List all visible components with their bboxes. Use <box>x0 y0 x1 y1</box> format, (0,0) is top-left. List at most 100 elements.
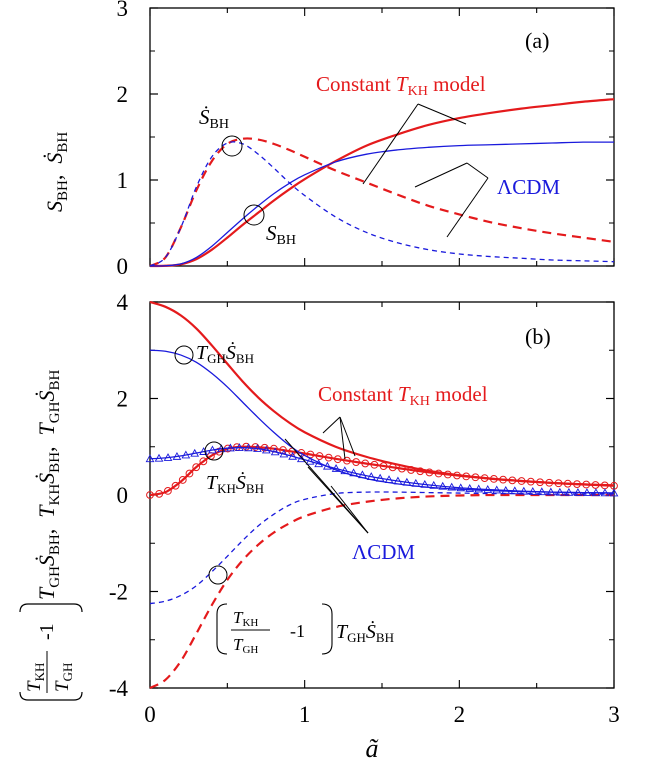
panel-a-constant-legend: Constant TKH model <box>316 72 486 99</box>
series-marker-b-4 <box>429 480 439 489</box>
series-line-a-3 <box>149 141 615 267</box>
series-marker-b-1 <box>315 452 324 460</box>
series-line-a-2 <box>149 141 615 267</box>
x-tick-label: 2 <box>454 702 466 727</box>
series-marker-b-1 <box>407 466 415 474</box>
series-marker-b-4 <box>501 485 511 494</box>
series-marker-b-4 <box>253 444 262 452</box>
series-marker-b-1 <box>146 491 154 499</box>
series-marker-b-4 <box>528 487 538 495</box>
series-marker-b-1 <box>434 469 443 478</box>
panel-b-y-axis-label: TKH TGH -1 TGHṠBH, TKHṠBH, TGHṠBH <box>19 370 83 701</box>
series-marker-b-4 <box>217 444 226 453</box>
series-line-a-1 <box>149 137 615 268</box>
series-marker-b-1 <box>164 487 172 495</box>
panel-b-diff-marker-circle <box>208 565 228 585</box>
x-tick-label: 3 <box>608 702 620 727</box>
series-marker-b-1 <box>388 463 397 472</box>
series-marker-b-4 <box>181 450 191 459</box>
series-marker-b-1 <box>536 478 544 487</box>
series-marker-b-4 <box>279 449 289 458</box>
panel-b-tgh-marker-circle <box>174 345 194 365</box>
series-marker-b-1 <box>343 456 351 465</box>
series-marker-b-1 <box>526 477 535 486</box>
panel-a-ticks: 0 1 2 3 <box>117 0 615 279</box>
svg-text:TGH: TGH <box>233 635 258 656</box>
series-marker-b-1 <box>260 443 269 452</box>
series-marker-b-1 <box>480 474 489 483</box>
series-marker-b-4 <box>288 451 297 460</box>
panel-a-s-marker-circle <box>243 204 265 226</box>
series-marker-b-4 <box>465 483 475 492</box>
x-tick-labels: 0 1 2 3 <box>144 702 620 727</box>
panel-a-y-axis-label: SBH, ṠBH <box>42 132 71 212</box>
panel-b-y-tick-label: 0 <box>117 483 129 508</box>
series-marker-b-1 <box>489 475 498 483</box>
panel-b-tgh-annotation: TGHṠBH <box>196 341 254 366</box>
svg-text:TKH: TKH <box>24 663 47 692</box>
series-marker-b-1 <box>573 480 581 489</box>
svg-text:-1: -1 <box>36 623 58 640</box>
series-marker-b-4 <box>226 443 235 452</box>
series-marker-b-4 <box>172 451 182 460</box>
series-marker-b-1 <box>554 479 563 488</box>
series-marker-b-4 <box>573 487 583 496</box>
series-marker-b-1 <box>563 479 572 488</box>
series-marker-b-4 <box>546 487 556 496</box>
panel-a-y-tick-label: 0 <box>117 254 129 279</box>
series-marker-b-1 <box>545 478 554 487</box>
panel-a: 0 1 2 3 (a) Constant TKH model ΛCDM ṠBH SBH… <box>42 0 615 279</box>
series-marker-b-4 <box>402 477 412 486</box>
series-marker-b-1 <box>333 455 342 464</box>
series-line-b-3 <box>149 349 615 494</box>
series-marker-b-4 <box>296 454 306 463</box>
panel-a-sdot-annotation: ṠBH <box>199 105 229 132</box>
series-marker-b-4 <box>582 488 592 496</box>
panel-b-tkh-annotation: TKHṠBH <box>206 471 264 496</box>
series-marker-b-1 <box>155 489 164 498</box>
series-marker-b-4 <box>163 453 173 461</box>
series-marker-b-4 <box>340 466 350 475</box>
series-marker-b-1 <box>361 459 370 468</box>
series-marker-b-4 <box>190 448 200 457</box>
series-marker-b-4 <box>208 445 217 454</box>
series-marker-b-4 <box>483 485 493 493</box>
panel-a-lcdm-legend: ΛCDM <box>497 175 560 199</box>
series-marker-b-1 <box>199 457 208 466</box>
series-marker-b-1 <box>178 476 187 484</box>
series-marker-b-1 <box>324 453 333 462</box>
series-marker-b-4 <box>358 470 367 479</box>
panel-b-constant-legend: Constant TKH model <box>318 382 488 409</box>
series-marker-b-1 <box>370 460 379 469</box>
panel-a-y-tick-label: 1 <box>117 168 129 193</box>
series-marker-b-4 <box>555 487 565 496</box>
series-marker-b-4 <box>609 488 619 497</box>
series-marker-b-1 <box>425 468 434 477</box>
panel-a-y-tick-label: 2 <box>117 82 129 107</box>
series-marker-b-4 <box>510 486 520 495</box>
series-marker-b-4 <box>420 479 430 488</box>
panel-b-tkh-marker-circle <box>204 441 224 461</box>
x-tick-label: 0 <box>144 702 156 727</box>
svg-text:TGH: TGH <box>52 663 75 692</box>
series-marker-b-4 <box>235 443 244 452</box>
series-marker-b-1 <box>591 481 600 489</box>
series-marker-b-4 <box>261 445 271 454</box>
series-marker-b-1 <box>508 476 517 485</box>
panel-b-lcdm-legend: ΛCDM <box>352 540 415 564</box>
panel-a-sdot-marker-circle <box>221 135 243 157</box>
series-marker-b-1 <box>379 462 388 470</box>
svg-text:-1: -1 <box>290 621 305 641</box>
series-marker-b-4 <box>492 485 502 494</box>
series-marker-b-4 <box>366 472 376 480</box>
series-marker-b-4 <box>456 483 466 492</box>
x-tick-label: 1 <box>299 702 311 727</box>
series-marker-b-1 <box>462 472 471 481</box>
panel-b-label: (b) <box>525 324 551 349</box>
panel-a-y-tick-label: 3 <box>117 0 129 21</box>
panel-b: -4 -2 0 2 4 (b) Constant TKH model ΛCDM TGHṠ… <box>19 290 619 701</box>
series-marker-b-1 <box>443 470 452 479</box>
series-marker-b-1 <box>185 469 194 478</box>
panel-b-y-tick-label: 2 <box>117 387 129 412</box>
panel-b-y-tick-label: -2 <box>109 580 128 605</box>
